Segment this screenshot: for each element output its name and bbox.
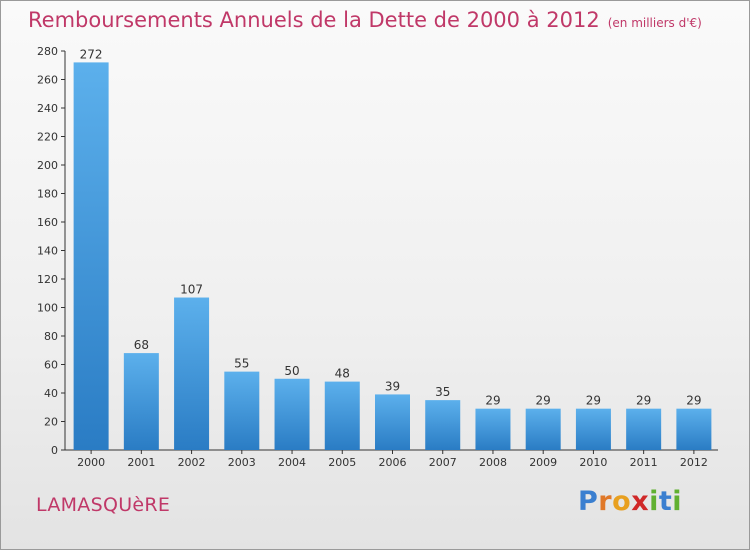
bars <box>73 62 712 451</box>
y-tick-label: 240 <box>37 102 58 115</box>
y-tick-label: 100 <box>37 302 58 315</box>
x-tick-label-2005: 2005 <box>328 456 356 469</box>
y-tick-label: 160 <box>37 216 58 229</box>
chart-subtitle: (en milliers d'€) <box>607 16 702 30</box>
bar-2002 <box>174 297 210 450</box>
chart-title: Remboursements Annuels de la Dette de 20… <box>28 8 702 32</box>
data-label-2000: 272 <box>80 47 103 61</box>
bar-2011 <box>626 408 662 450</box>
bar-2006 <box>375 394 410 450</box>
bar-2007 <box>425 400 461 450</box>
data-label-2009: 29 <box>536 394 551 408</box>
data-label-2010: 29 <box>586 394 601 408</box>
logo-letter: r <box>598 486 613 517</box>
bar-2004 <box>274 378 310 450</box>
bar-2012 <box>676 408 712 450</box>
bar-2000 <box>73 62 109 451</box>
y-tick-label: 280 <box>37 45 58 58</box>
bar-2003 <box>224 371 260 450</box>
data-label-2003: 55 <box>234 357 249 371</box>
logo-letter: i <box>672 486 683 517</box>
data-label-2008: 29 <box>485 394 500 408</box>
logo-letter: x <box>631 486 650 517</box>
x-tick-label-2012: 2012 <box>680 456 708 469</box>
data-label-2001: 68 <box>134 338 149 352</box>
data-label-2007: 35 <box>435 385 450 399</box>
chart-title-text: Remboursements Annuels de la Dette de 20… <box>28 8 600 32</box>
x-tick-label-2010: 2010 <box>579 456 607 469</box>
x-axis: 2000 2001 2002 2003 2004 2005 2006 2007 2008 2009… <box>65 449 718 469</box>
y-tick-label: 60 <box>44 359 58 372</box>
bar-2001 <box>123 353 159 450</box>
x-tick-label-2007: 2007 <box>429 456 457 469</box>
logo-letter: t <box>658 486 673 517</box>
y-tick-label: 20 <box>44 416 58 429</box>
x-tick-label-2003: 2003 <box>228 456 256 469</box>
bar-2005 <box>324 381 360 450</box>
logo-letter: o <box>612 486 632 517</box>
x-tick-label-2004: 2004 <box>278 456 306 469</box>
data-label-2011: 29 <box>636 394 651 408</box>
y-tick-label: 0 <box>51 444 58 457</box>
x-tick-label-2000: 2000 <box>77 456 105 469</box>
data-label-2006: 39 <box>385 379 400 393</box>
data-labels: 272 68 107 55 50 48 39 35 29 29 29 29 29 <box>80 47 702 407</box>
y-tick-label: 120 <box>37 273 58 286</box>
commune-name: LAMASQUèRE <box>36 494 171 516</box>
data-label-2002: 107 <box>180 283 203 297</box>
x-tick-label-2011: 2011 <box>630 456 658 469</box>
x-tick-label-2001: 2001 <box>127 456 155 469</box>
y-tick-label: 260 <box>37 74 58 87</box>
x-tick-label-2006: 2006 <box>379 456 407 469</box>
y-tick-label: 80 <box>44 330 58 343</box>
bar-2008 <box>475 408 511 450</box>
y-tick-label: 140 <box>37 245 58 258</box>
y-axis: 0 20 40 60 80 100 120 140 160 180 200 220 240 260 280 <box>37 45 66 457</box>
y-tick-label: 200 <box>37 159 58 172</box>
x-tick-label-2008: 2008 <box>479 456 507 469</box>
y-tick-label: 220 <box>37 131 58 144</box>
data-label-2012: 29 <box>686 394 701 408</box>
logo-letter: P <box>578 486 599 517</box>
data-label-2004: 50 <box>284 364 299 378</box>
y-tick-label: 40 <box>44 387 58 400</box>
data-label-2005: 48 <box>335 367 350 381</box>
y-tick-label: 180 <box>37 188 58 201</box>
logo-letter: i <box>649 486 659 517</box>
bar-2010 <box>575 408 611 450</box>
x-tick-label-2009: 2009 <box>529 456 557 469</box>
x-tick-label-2002: 2002 <box>178 456 206 469</box>
bar-2009 <box>525 408 561 450</box>
proxiti-logo[interactable]: Proxiti <box>578 486 682 517</box>
